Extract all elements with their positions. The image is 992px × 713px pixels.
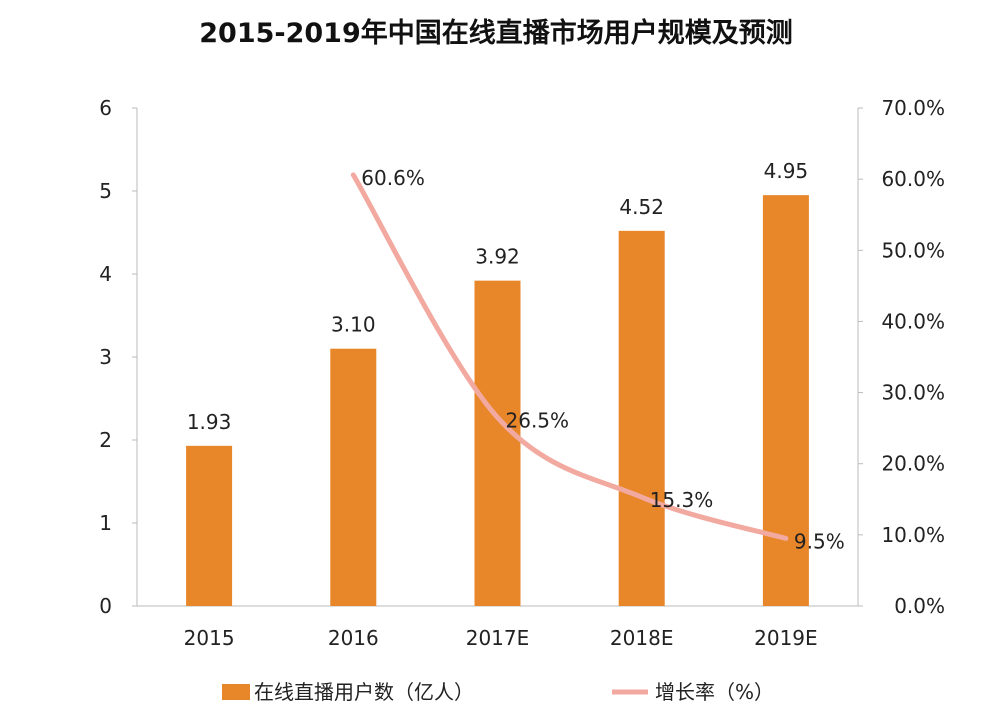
x-tick-label: 2015: [184, 626, 235, 650]
left-tick-label: 6: [99, 96, 112, 120]
bar-value-label: 3.10: [331, 313, 376, 337]
legend-label-line: 增长率（%）: [655, 680, 774, 704]
right-tick-label: 10.0%: [881, 523, 945, 547]
left-tick-label: 5: [99, 179, 112, 203]
right-tick-label: 20.0%: [881, 452, 945, 476]
x-tick-label: 2017E: [466, 626, 530, 650]
left-tick-label: 2: [99, 428, 112, 452]
left-tick-label: 3: [99, 345, 112, 369]
line-value-label: 9.5%: [794, 529, 845, 553]
right-tick-label: 30.0%: [881, 381, 945, 405]
right-tick-label: 50.0%: [881, 238, 945, 262]
legend-swatch-bar: [222, 684, 250, 700]
right-tick-label: 60.0%: [881, 167, 945, 191]
x-tick-label: 2016: [328, 626, 379, 650]
x-tick-label: 2019E: [754, 626, 818, 650]
bar: [474, 280, 521, 606]
left-tick-label: 0: [99, 594, 112, 618]
bar: [186, 445, 233, 606]
growth-rate-line: [350, 172, 789, 541]
x-tick-label: 2018E: [610, 626, 674, 650]
line-value-label: 15.3%: [650, 488, 714, 512]
left-tick-label: 1: [99, 511, 112, 535]
line-value-label: 60.6%: [361, 166, 425, 190]
bar-value-label: 1.93: [187, 410, 232, 434]
bar: [618, 230, 665, 606]
bar: [330, 348, 377, 606]
bar-value-label: 3.92: [475, 245, 520, 269]
bar-value-label: 4.52: [619, 195, 664, 219]
right-tick-label: 70.0%: [881, 96, 945, 120]
legend-label-bar: 在线直播用户数（亿人）: [254, 680, 474, 704]
right-tick-label: 40.0%: [881, 309, 945, 333]
bar-value-label: 4.95: [764, 159, 809, 183]
right-tick-label: 0.0%: [894, 594, 945, 618]
chart-title: 2015-2019年中国在线直播市场用户规模及预测: [199, 17, 793, 49]
left-tick-label: 4: [99, 262, 112, 286]
line-value-label: 26.5%: [506, 408, 570, 432]
